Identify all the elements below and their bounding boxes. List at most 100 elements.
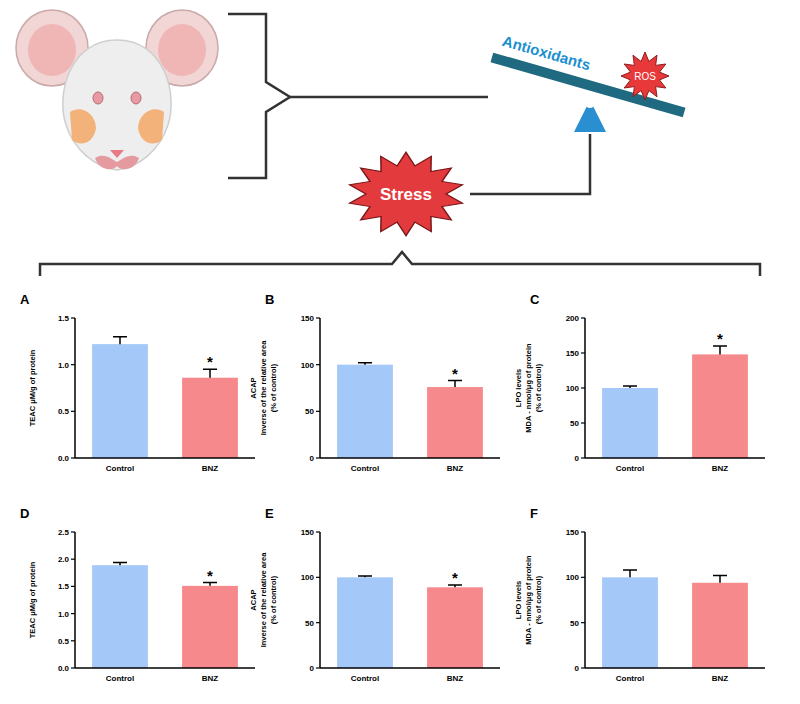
bar xyxy=(692,354,748,458)
panel: E050100150ControlBNZACAPInverse of the r… xyxy=(249,506,500,683)
y-axis-title: (% of control) xyxy=(269,575,278,624)
panel: F050100150ControlBNZLPO levelsMDA - nmol… xyxy=(514,506,765,683)
marks xyxy=(602,346,748,458)
y-tick-label: 150 xyxy=(301,528,315,537)
y-tick-label: 0 xyxy=(575,664,580,673)
x-tick-label: BNZ xyxy=(447,674,464,683)
marks xyxy=(337,363,483,458)
y-tick xyxy=(71,411,75,412)
y-tick-label: 2.5 xyxy=(58,528,70,537)
mouse-eye xyxy=(131,92,141,104)
marks xyxy=(92,337,238,458)
bar xyxy=(92,565,148,668)
seesaw-pivot xyxy=(586,100,594,108)
significance-mark: * xyxy=(452,365,458,382)
x-tick-label: Control xyxy=(616,464,644,473)
bar xyxy=(337,577,393,668)
stress-burst xyxy=(350,152,463,236)
bar xyxy=(182,586,238,668)
y-axis-title: TEAC μM/g of protein xyxy=(28,349,37,426)
x-axis xyxy=(75,667,255,669)
y-tick xyxy=(71,586,75,587)
error-bar xyxy=(358,576,372,577)
y-tick xyxy=(71,457,75,458)
significance-mark: * xyxy=(717,330,723,347)
marks xyxy=(602,570,748,668)
y-tick xyxy=(316,622,320,623)
y-tick-label: 50 xyxy=(305,619,314,628)
significance-mark: * xyxy=(207,353,213,370)
y-tick-label: 1.0 xyxy=(58,361,70,370)
bar xyxy=(182,378,238,458)
panel: B050100150ControlBNZACAPInverse of the r… xyxy=(249,292,500,473)
y-tick xyxy=(316,364,320,365)
y-tick xyxy=(316,531,320,532)
y-tick xyxy=(71,613,75,614)
y-tick-label: 100 xyxy=(566,573,580,582)
panel: A0.00.51.01.5ControlBNZTEAC μM/g of prot… xyxy=(20,292,255,473)
y-tick-label: 100 xyxy=(566,384,580,393)
label-stress: Stress xyxy=(380,185,432,204)
y-axis-title: LPO levels xyxy=(514,369,523,407)
y-tick xyxy=(581,577,585,578)
y-tick-label: 0.5 xyxy=(58,407,70,416)
y-tick-label: 200 xyxy=(566,314,580,323)
y-axis xyxy=(74,532,76,668)
y-tick-label: 50 xyxy=(570,619,579,628)
mouse-ear-inner xyxy=(158,24,206,76)
y-tick-label: 150 xyxy=(301,314,315,323)
mouse-nose xyxy=(110,150,124,158)
y-tick-label: 1.5 xyxy=(58,314,70,323)
bar xyxy=(602,388,658,458)
y-axis xyxy=(319,532,321,668)
label-ros: ROS xyxy=(634,71,656,82)
label-antioxidants: Antioxidants xyxy=(501,32,593,73)
y-tick-label: 50 xyxy=(570,419,579,428)
y-tick xyxy=(316,667,320,668)
y-axis-title: MDA - nmol/μg of protein xyxy=(524,343,533,433)
bar xyxy=(337,365,393,458)
x-axis xyxy=(320,667,500,669)
y-axis-title: LPO levels xyxy=(514,581,523,619)
brace xyxy=(228,14,290,178)
y-axis-title: Inverse of the relative area xyxy=(259,552,268,647)
y-tick xyxy=(71,667,75,668)
bar xyxy=(427,387,483,458)
x-axis xyxy=(320,457,500,459)
y-tick xyxy=(71,531,75,532)
panel-letter: E xyxy=(265,506,274,521)
y-axis-title: (% of control) xyxy=(534,575,543,624)
panel: C050100150200ControlBNZLPO levelsMDA - n… xyxy=(514,292,765,473)
y-tick-label: 0.5 xyxy=(58,637,70,646)
y-tick xyxy=(581,667,585,668)
y-tick-label: 0.0 xyxy=(58,664,70,673)
bar xyxy=(427,587,483,668)
mouse-head xyxy=(63,40,171,170)
y-tick xyxy=(316,457,320,458)
x-tick-label: BNZ xyxy=(447,464,464,473)
error-bar xyxy=(623,570,637,577)
panel: D0.00.51.01.52.02.5ControlBNZTEAC μM/g o… xyxy=(20,506,255,683)
bar xyxy=(602,577,658,668)
error-bar xyxy=(623,386,637,388)
mouse-mouth xyxy=(95,156,139,169)
ros-burst xyxy=(621,52,669,100)
y-tick-label: 150 xyxy=(566,528,580,537)
mouse-eye xyxy=(93,92,103,104)
y-axis-title: ACAP xyxy=(249,377,258,398)
y-tick-label: 0 xyxy=(575,454,580,463)
y-tick xyxy=(581,387,585,388)
x-axis xyxy=(585,457,765,459)
y-tick xyxy=(581,622,585,623)
y-axis-title: Inverse of the relative area xyxy=(259,340,268,435)
x-tick-label: Control xyxy=(106,464,134,473)
x-tick-label: Control xyxy=(351,674,379,683)
y-axis xyxy=(584,532,586,668)
y-tick xyxy=(71,364,75,365)
x-tick-label: BNZ xyxy=(712,674,729,683)
error-bar xyxy=(358,363,372,365)
panel-letter: C xyxy=(530,292,540,307)
connector xyxy=(470,134,590,194)
y-tick xyxy=(581,457,585,458)
y-axis-title: (% of control) xyxy=(269,363,278,412)
